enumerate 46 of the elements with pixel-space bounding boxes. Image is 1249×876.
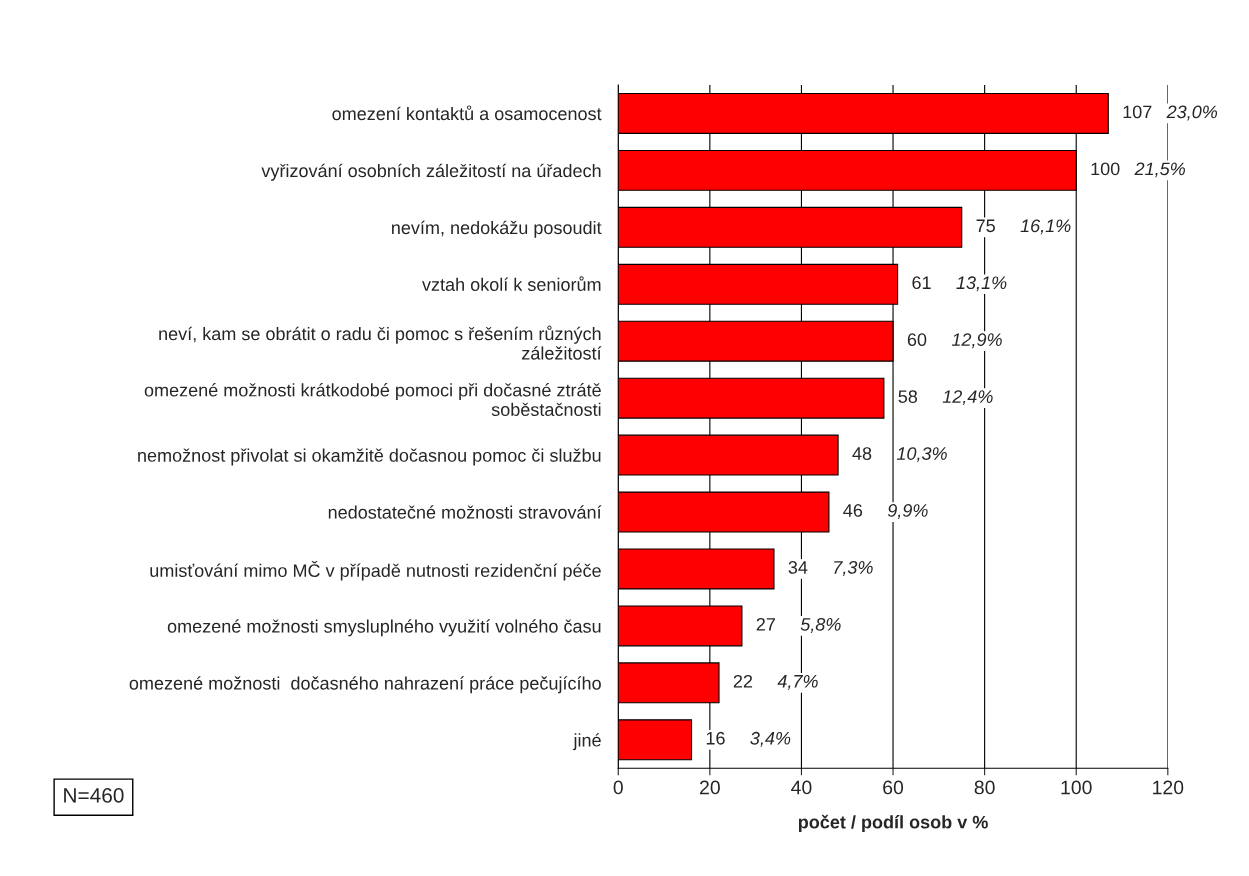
x-tick-label: 0 (613, 780, 623, 795)
x-tick-label: 80 (974, 780, 995, 795)
y-tick-label: umisťování mimo MČ v případě nutnosti rezidenční péče (150, 561, 601, 581)
annotation: 7,3% (834, 561, 873, 576)
annotation: 13,1% (956, 276, 1007, 292)
y-tick-label: nedostatečné možnosti stravování (328, 505, 602, 519)
annotation: 12,9% (951, 333, 1002, 349)
annotation: 12,4% (942, 390, 993, 406)
x-tick-label: 120 (1153, 780, 1184, 795)
y-tick-label: jiné (573, 733, 601, 751)
annotation: 23,0% (1166, 105, 1218, 121)
bar (618, 719, 693, 761)
annotation: 4,7% (777, 674, 818, 690)
data-label: 46 (843, 504, 863, 517)
y-tick-label: vztah okolí k seniorům (422, 276, 601, 291)
y-tick-label: omezené možnosti smysluplného využití volného času (167, 619, 601, 637)
data-label: 16 (706, 731, 725, 745)
annotation: 5,8% (800, 617, 841, 633)
data-label: 48 (852, 447, 872, 460)
annotation: 16,1% (1020, 219, 1071, 235)
y-tick-label: nevím, nedokážu posoudit (392, 220, 602, 238)
x-tick-label: 40 (791, 780, 812, 795)
data-label: 22 (733, 674, 753, 688)
y-tick-label: nemožnost přivolat si okamžitě dočasnou pomoc či službu (138, 448, 601, 466)
y-tick-label: neví, kam se obrátit o radu či pomoc s řešením různých záležitostí (159, 325, 602, 360)
x-tick-label: 60 (883, 780, 904, 795)
text: N=460 (64, 788, 124, 803)
annotation: 21,5% (1134, 162, 1185, 178)
y-tick-label: vyřizování osobních záležitostí na úřadech (261, 163, 601, 181)
y-tick-label: omezené možnosti krátkodobé pomoci při dočasné ztrátě soběstačnosti (144, 383, 601, 416)
data-label: 60 (907, 333, 927, 347)
y-tick-label: omezené možnosti dočasného nahrazení práce pečujícího (129, 676, 601, 694)
y-tick-label: omezení kontaktů a osamocenost (332, 105, 602, 121)
x-tick-label: 100 (1061, 780, 1092, 795)
data-label: 75 (976, 219, 995, 233)
x-tick-label: 20 (700, 780, 720, 795)
x-axis-title: počet / podíl osob v % (798, 814, 988, 833)
data-label: 27 (756, 617, 775, 631)
data-label: 34 (788, 561, 808, 574)
data-label: 58 (898, 390, 918, 403)
data-label: 107 (1123, 105, 1152, 119)
data-label: 61 (912, 276, 931, 290)
annotation: 3,4% (750, 731, 791, 747)
annotation: 10,3% (896, 447, 947, 463)
annotation: 9,9% (887, 504, 928, 519)
data-label: 100 (1091, 162, 1120, 176)
